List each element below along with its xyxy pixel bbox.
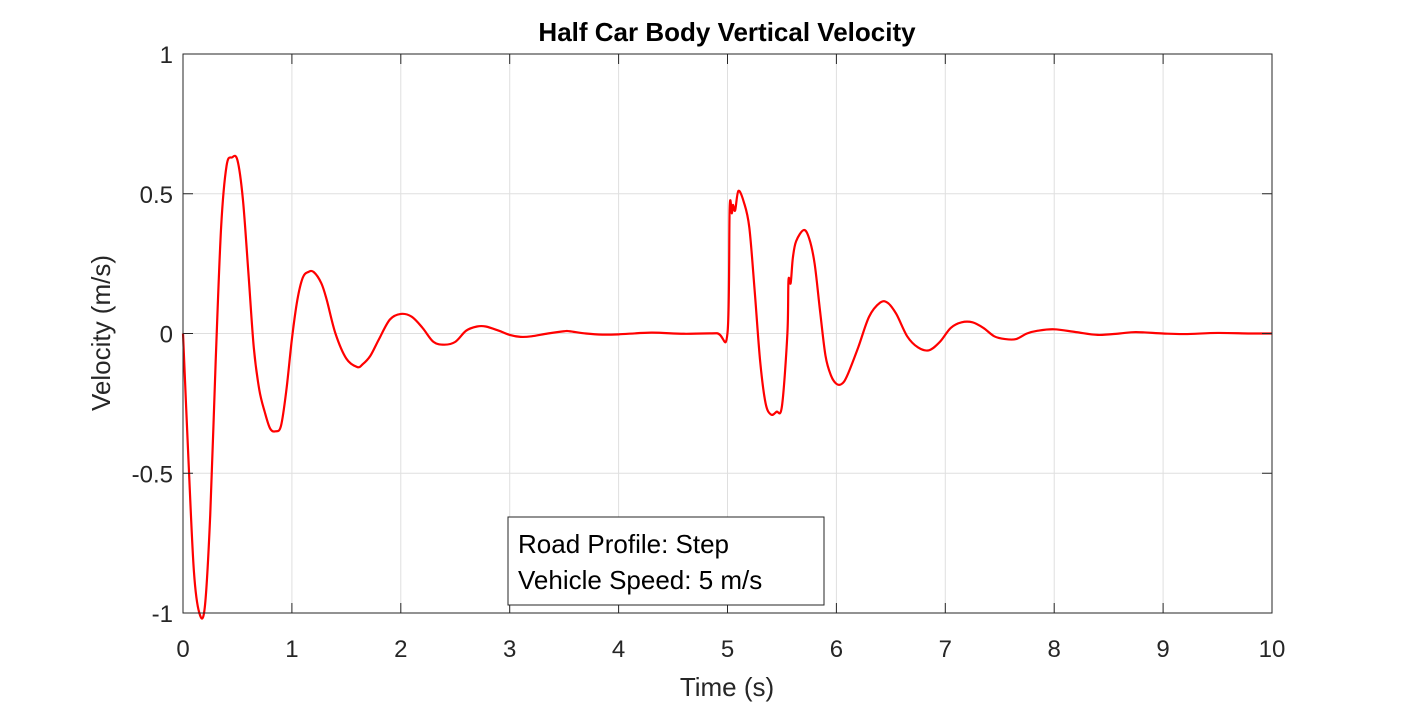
y-tick-label: -1: [152, 601, 173, 628]
x-axis-label: Time (s): [680, 672, 774, 702]
x-tick-label: 4: [612, 636, 625, 663]
annotation-box: Road Profile: Step Vehicle Speed: 5 m/s: [507, 516, 825, 606]
x-tick-labels: 0 1 2 3 4 5 6 7 8 9 10: [176, 636, 1285, 663]
x-tick-label: 5: [721, 636, 734, 663]
y-tick-labels: -1 -0.5 0 0.5 1: [132, 42, 173, 628]
x-tick-label: 7: [939, 636, 952, 663]
x-tick-label: 6: [830, 636, 843, 663]
x-tick-label: 8: [1048, 636, 1061, 663]
annotation-vehicle-speed: Vehicle Speed: 5 m/s: [518, 565, 762, 595]
x-tick-label: 1: [285, 636, 298, 663]
y-tick-label: 1: [160, 42, 173, 69]
annotation-road-profile: Road Profile: Step: [518, 529, 729, 559]
y-axis-label: Velocity (m/s): [86, 255, 116, 411]
x-tick-label: 9: [1156, 636, 1169, 663]
x-tick-label: 10: [1259, 636, 1286, 663]
x-tick-label: 0: [176, 636, 189, 663]
annotation-frame: [507, 516, 825, 606]
x-tick-label: 2: [394, 636, 407, 663]
x-tick-label: 3: [503, 636, 516, 663]
series-layer: [181, 154, 1273, 620]
chart-title: Half Car Body Vertical Velocity: [538, 17, 916, 47]
y-tick-label: 0.5: [140, 182, 173, 209]
y-tick-label: -0.5: [132, 461, 173, 488]
velocity-line: [181, 154, 1273, 620]
tick-marks: [182, 53, 1273, 614]
y-tick-label: 0: [160, 322, 173, 349]
